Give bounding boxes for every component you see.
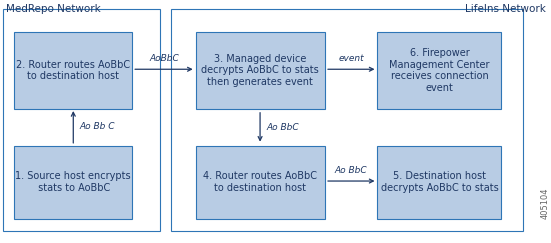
Text: Ao BbC: Ao BbC xyxy=(335,165,368,175)
Text: MedRepo Network: MedRepo Network xyxy=(6,4,100,14)
Text: 3. Managed device
decrypts AoBbC to stats
then generates event: 3. Managed device decrypts AoBbC to stat… xyxy=(202,54,319,87)
Text: AoBbC: AoBbC xyxy=(149,54,179,63)
Bar xyxy=(377,146,501,219)
Text: 1. Source host encrypts
 stats to AoBbC: 1. Source host encrypts stats to AoBbC xyxy=(15,172,131,193)
Text: 405104: 405104 xyxy=(541,187,550,219)
Text: 4. Router routes AoBbC
to destination host: 4. Router routes AoBbC to destination ho… xyxy=(203,172,317,193)
Text: 5. Destination host
decrypts AoBbC to stats: 5. Destination host decrypts AoBbC to st… xyxy=(381,172,498,193)
Bar xyxy=(171,9,523,231)
Text: Ao Bb C: Ao Bb C xyxy=(80,122,115,131)
Text: LifeIns Network: LifeIns Network xyxy=(464,4,545,14)
Text: 2. Router routes AoBbC
to destination host: 2. Router routes AoBbC to destination ho… xyxy=(16,60,130,81)
Bar xyxy=(3,9,160,231)
Bar xyxy=(14,32,132,109)
Bar xyxy=(14,146,132,219)
Text: event: event xyxy=(338,54,364,63)
Bar xyxy=(196,146,325,219)
Bar xyxy=(196,32,325,109)
Text: Ao BbC: Ao BbC xyxy=(267,123,299,132)
Bar xyxy=(377,32,501,109)
Text: 6. Firepower
Management Center
receives connection
event: 6. Firepower Management Center receives … xyxy=(389,48,490,93)
